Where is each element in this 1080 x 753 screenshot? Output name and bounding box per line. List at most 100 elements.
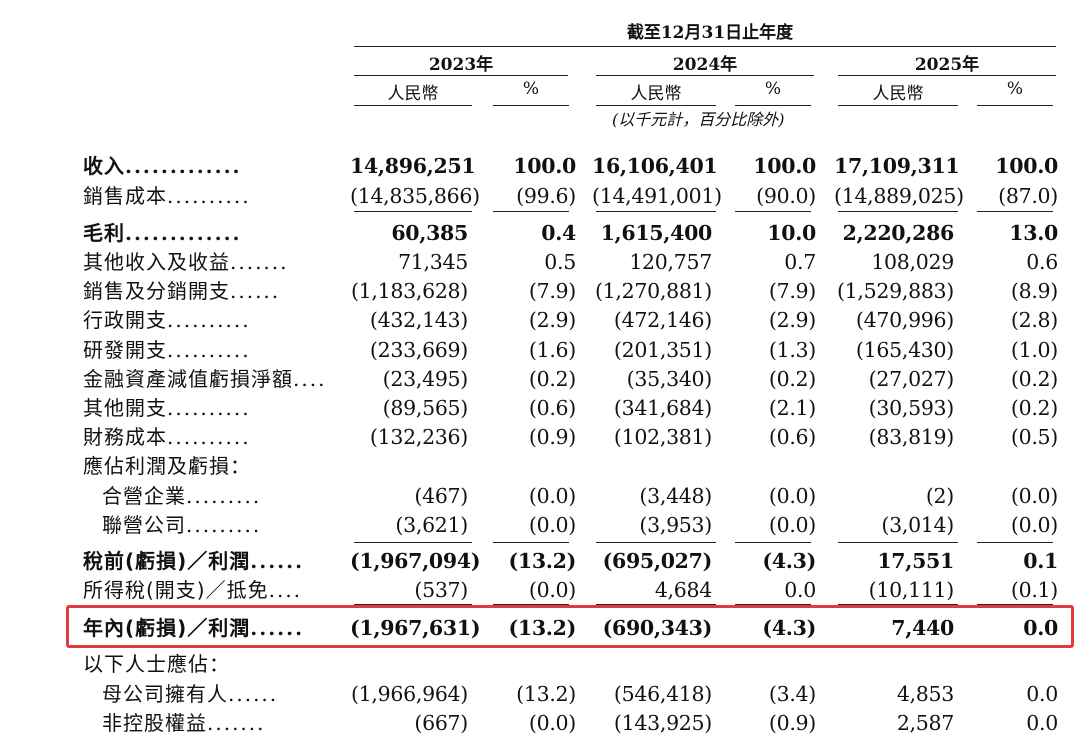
amount-2025-cell [834, 650, 954, 679]
leader-dots: .......... [167, 396, 251, 420]
leader-dots: ......... [186, 513, 262, 537]
sub-rule-2 [493, 105, 569, 106]
percent-2025-cell: (1.0) [1010, 338, 1058, 362]
period-header: 截至12月31日止年度 [626, 23, 794, 43]
subtotal-rule [838, 604, 958, 605]
row-label: 母公司擁有人...... [102, 680, 327, 709]
amount-2023-cell: (1,966,964) [350, 682, 468, 706]
percent-2025-label: % [1006, 79, 1024, 99]
percent-2023-cell: (7.9) [528, 279, 576, 303]
year-2023-rule [354, 75, 568, 76]
table-row: 收入............. 14,896,251 100.0 16,106,401… [0, 152, 1080, 181]
row-label-text: 其他收入及收益 [83, 250, 230, 274]
leader-dots: .... [268, 578, 303, 602]
table-row: 金融資產減值虧損淨額.... (23,495) (0.2) (35,340) (0.2)… [0, 365, 1080, 394]
percent-2025-cell [972, 650, 1058, 679]
percent-2025-cell: 0.0 [1023, 616, 1058, 640]
leader-dots: ............. [125, 221, 242, 245]
percent-2025-cell: 0.1 [1023, 549, 1058, 573]
leader-dots: ...... [250, 616, 305, 640]
percent-2024-cell [732, 452, 816, 481]
amount-2024-cell: (695,027) [602, 549, 713, 573]
amount-2023-cell [350, 452, 468, 481]
amount-2023-cell: (1,967,631) [350, 616, 481, 640]
amount-2023-cell: 14,896,251 [350, 154, 476, 178]
table-row: 銷售及分銷開支...... (1,183,628) (7.9) (1,270,881)… [0, 277, 1080, 306]
leader-dots: .......... [167, 338, 251, 362]
table-row: 稅前(虧損)／利潤...... (1,967,094) (13.2) (695,027… [0, 547, 1080, 576]
percent-2025-cell: (0.0) [1010, 513, 1058, 537]
percent-2023-cell: (13.2) [508, 549, 576, 573]
highlight-box [66, 605, 1074, 648]
amount-2025-cell: 17,551 [877, 549, 954, 573]
subtotal-rule [596, 542, 716, 543]
subtotal-rule [354, 604, 472, 605]
percent-2024-cell: (7.9) [768, 279, 816, 303]
row-label: 以下人士應佔： [83, 650, 383, 679]
amount-2024-cell: (143,925) [613, 711, 712, 735]
amount-2025-cell: (3,014) [881, 513, 954, 537]
row-label: 稅前(虧損)／利潤...... [83, 547, 327, 576]
amount-2024-cell [592, 452, 712, 481]
row-label-text: 銷售及分銷開支 [83, 279, 230, 303]
row-label-text: 應佔利潤及虧損： [83, 454, 251, 478]
percent-2024-cell [732, 650, 816, 679]
amount-2024-cell: (14,491,001) [592, 184, 722, 208]
subtotal-rule [735, 211, 811, 212]
amount-2024-cell: (546,418) [613, 682, 712, 706]
percent-2025-cell: 100.0 [995, 154, 1058, 178]
amount-2025-cell: (1,529,883) [836, 279, 954, 303]
leader-dots: ...... [230, 279, 281, 303]
percent-2025-cell: (0.2) [1010, 367, 1058, 391]
table-row: 財務成本.......... (132,236) (0.9) (102,381) (0.… [0, 423, 1080, 452]
amount-2024-cell: 1,615,400 [600, 221, 713, 245]
percent-2025-cell: (2.8) [1010, 308, 1058, 332]
percent-2024-cell: (0.9) [768, 711, 816, 735]
percent-2024-cell: (3.4) [768, 682, 816, 706]
table-row: 銷售成本.......... (14,835,866) (99.6) (14,491,… [0, 182, 1080, 211]
subtotal-rule [977, 604, 1053, 605]
percent-2024-cell: (2.9) [768, 308, 816, 332]
amount-2023-cell: (432,143) [369, 308, 468, 332]
row-label: 行政開支.......... [83, 306, 327, 335]
leader-dots: ....... [207, 711, 266, 735]
table-row: 合營企業......... (467) (0.0) (3,448) (0.0) (2) (0… [0, 482, 1080, 511]
table-row: 行政開支.......... (432,143) (2.9) (472,146) (2.… [0, 306, 1080, 335]
table-row: 其他開支.......... (89,565) (0.6) (341,684) (2.1… [0, 394, 1080, 423]
row-label: 金融資產減值虧損淨額.... [83, 365, 327, 394]
subtotal-rule [735, 604, 811, 605]
amount-2024-cell: (201,351) [613, 338, 712, 362]
percent-2023-cell: (0.0) [528, 484, 576, 508]
amount-2025-cell: 4,853 [896, 682, 954, 706]
percent-2023-cell: 0.4 [541, 221, 576, 245]
percent-2023-cell: (0.2) [528, 367, 576, 391]
subtotal-rule [493, 604, 569, 605]
percent-2023-cell: (0.9) [528, 425, 576, 449]
percent-2023-cell: (0.0) [528, 578, 576, 602]
row-label-text: 金融資產減值虧損淨額 [83, 367, 293, 391]
percent-2024-cell: 10.0 [767, 221, 816, 245]
percent-2024-cell: (4.3) [762, 616, 816, 640]
percent-2023-label: % [522, 79, 540, 99]
leader-dots: .......... [167, 308, 251, 332]
amount-2023-cell: (233,669) [369, 338, 468, 362]
year-2024-rule [596, 75, 814, 76]
amount-2024-cell: (341,684) [613, 396, 712, 420]
row-label-text: 銷售成本 [83, 184, 167, 208]
subtotal-rule [838, 542, 958, 543]
amount-2025-cell: 7,440 [891, 616, 954, 640]
percent-2023-cell: (0.6) [528, 396, 576, 420]
year-2024-header: 2024年 [672, 55, 738, 75]
percent-2024-label: % [764, 79, 782, 99]
table-row: 非控股權益....... (667) (0.0) (143,925) (0.9) 2,58… [0, 709, 1080, 738]
amount-2024-cell: 16,106,401 [592, 154, 718, 178]
percent-2025-cell: 0.0 [1026, 711, 1058, 735]
sub-rule-4 [735, 105, 811, 106]
leader-dots: ...... [228, 682, 279, 706]
amount-2025-cell: (83,819) [868, 425, 955, 449]
percent-2024-cell: (0.2) [768, 367, 816, 391]
amount-2024-cell: (3,953) [639, 513, 712, 537]
percent-2023-cell: (2.9) [528, 308, 576, 332]
row-label: 所得稅(開支)／抵免.... [83, 576, 327, 605]
amount-2023-cell: (89,565) [382, 396, 469, 420]
